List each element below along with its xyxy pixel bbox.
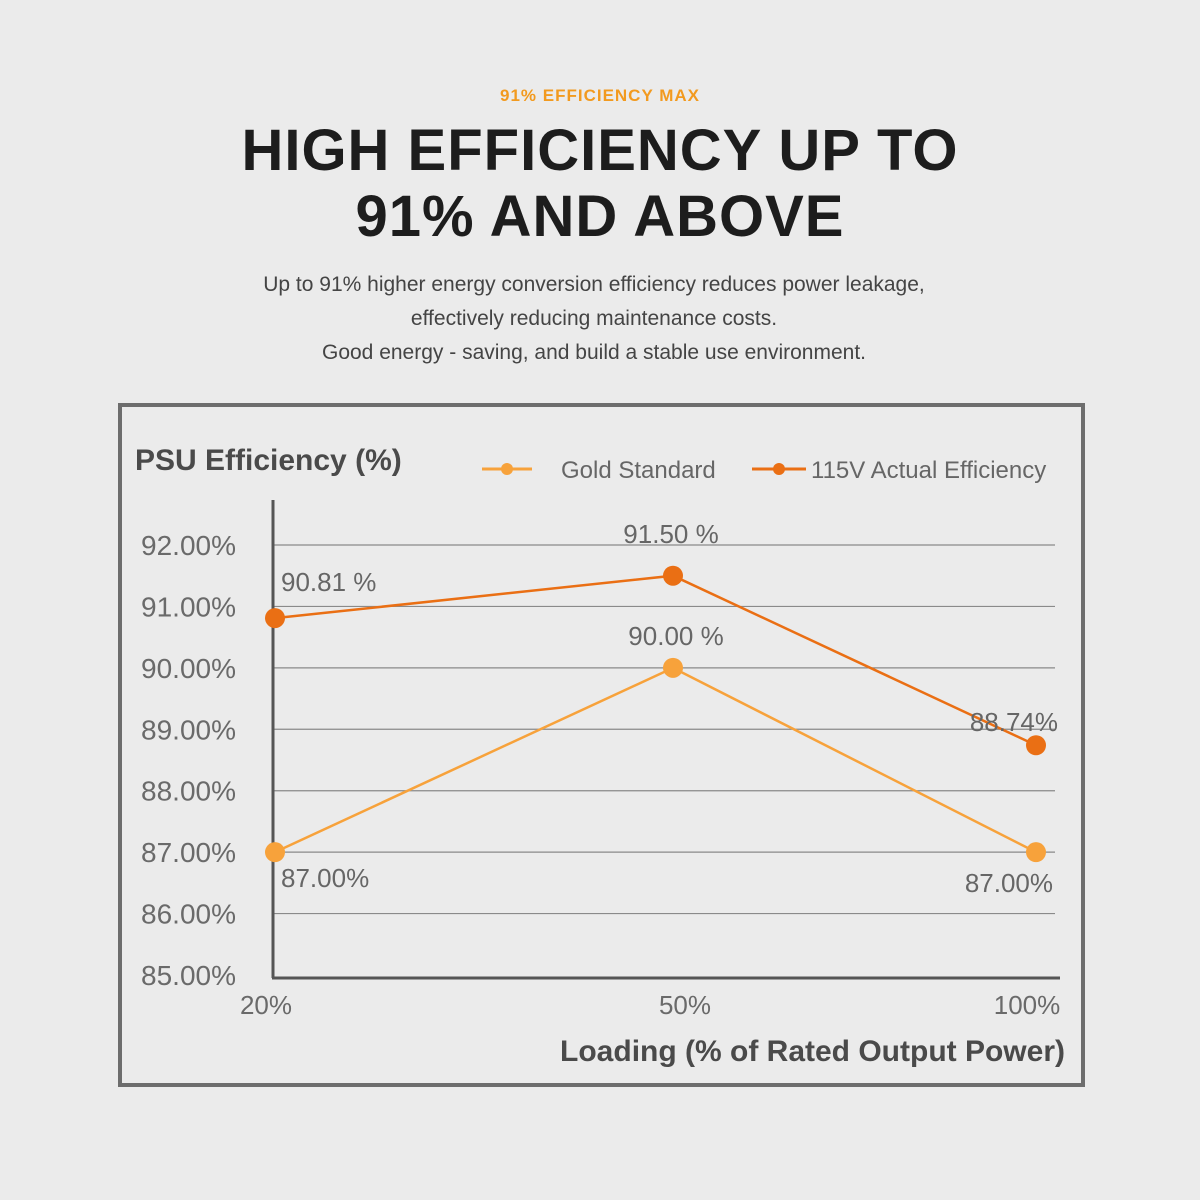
y-tick-label: 88.00%	[141, 776, 236, 807]
x-tick-label: 50%	[659, 990, 711, 1020]
data-label: 90.00 %	[628, 621, 723, 651]
description: Up to 91% higher energy conversion effic…	[0, 268, 1194, 370]
legend: Gold Standard 115V Actual Efficiency	[482, 457, 1046, 484]
description-line-1: Up to 91% higher energy conversion effic…	[263, 273, 925, 296]
headline-line-2: 91% AND ABOVE	[355, 184, 845, 249]
y-tick-label: 92.00%	[141, 530, 236, 561]
headline: HIGH EFFICIENCY UP TO 91% AND ABOVE	[20, 118, 1180, 250]
description-line-3: Good energy - saving, and build a stable…	[321, 341, 866, 364]
y-tick-label: 85.00%	[141, 960, 236, 991]
legend-label: 115V Actual Efficiency	[811, 457, 1046, 484]
legend-marker	[773, 463, 785, 475]
x-tick-label: 100%	[994, 990, 1061, 1020]
y-tick-label: 89.00%	[141, 714, 236, 745]
eyebrow-label: 91% EFFICIENCY MAX	[499, 86, 700, 105]
y-tick-labels: 92.00% 91.00% 90.00% 89.00% 88.00% 87.00% 86.0…	[141, 530, 236, 991]
series-line	[274, 574, 1037, 747]
legend-marker	[501, 463, 513, 475]
data-point	[265, 608, 285, 629]
y-tick-label: 87.00%	[141, 837, 236, 868]
data-label: 87.00%	[281, 863, 369, 893]
data-point	[1026, 735, 1046, 756]
y-tick-label: 90.00%	[141, 653, 236, 684]
chart-frame	[118, 403, 1085, 1087]
y-tick-label: 91.00%	[141, 591, 236, 622]
data-point	[265, 842, 285, 863]
data-label: 90.81 %	[281, 567, 376, 597]
x-axis-label: Loading (% of Rated Output Power)	[560, 1035, 1065, 1068]
data-label: 87.00%	[965, 868, 1053, 898]
grid	[273, 544, 1055, 915]
data-point	[1026, 842, 1046, 863]
legend-label: Gold Standard	[561, 457, 716, 484]
data-point	[663, 565, 683, 586]
data-label: 91.50 %	[623, 519, 718, 549]
data-point	[663, 657, 683, 678]
x-tick-labels: 20% 50% 100%	[240, 990, 1060, 1020]
chart-title: PSU Efficiency (%)	[135, 444, 402, 477]
data-label: 88.74%	[970, 707, 1058, 737]
headline-line-1: HIGH EFFICIENCY UP TO	[241, 118, 959, 183]
description-line-2: effectively reducing maintenance costs.	[410, 307, 778, 330]
series-group: 87.00% 90.00 % 87.00% 90.81 % 91.50 % 88.74%	[265, 519, 1058, 898]
series-line	[274, 666, 1037, 854]
y-tick-label: 86.00%	[141, 899, 236, 930]
x-tick-label: 20%	[240, 990, 292, 1020]
